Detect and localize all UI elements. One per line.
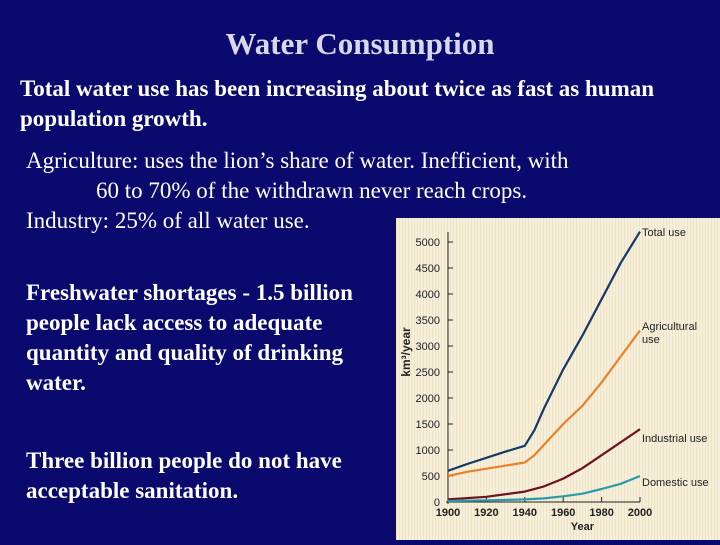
y-tick-label: 2500 (416, 367, 440, 379)
y-tick-label: 500 (422, 471, 440, 483)
y-tick-label: 5000 (416, 237, 440, 249)
industry-label: Industry: (26, 208, 110, 233)
chart-svg: 0 500 1000 1500 2000 2500 3000 3500 4000 4500 5000… (396, 218, 720, 540)
agriculture-label: Agriculture: (26, 148, 139, 173)
water-use-chart: 0 500 1000 1500 2000 2500 3000 3500 4000 4500 5000… (396, 218, 720, 540)
x-tick-label: 1900 (436, 507, 460, 519)
y-axis-label: km³/year (399, 327, 413, 377)
series-label: Domestic use (642, 477, 709, 489)
series-label: Agricultural (642, 321, 697, 333)
y-tick-label: 3000 (416, 341, 440, 353)
intro-text: Total water use has been increasing abou… (20, 76, 655, 131)
x-tick-label: 1940 (513, 507, 537, 519)
y-tick-label: 4000 (416, 289, 440, 301)
industry-text: 25% of all water use. (109, 208, 310, 233)
freshwater-text: Freshwater shortages - 1.5 billion peopl… (26, 280, 353, 395)
x-tick-label: 1920 (474, 507, 498, 519)
series-line (447, 428, 641, 501)
series-line (447, 474, 641, 503)
sanitation-text: Three billion people do not have accepta… (26, 448, 342, 503)
series-label: use (642, 334, 660, 346)
y-tick-label: 0 (434, 497, 440, 509)
agriculture-paragraph: Agriculture: uses the lion’s share of wa… (26, 146, 716, 206)
x-axis-label: Year (571, 521, 595, 533)
y-tick-label: 3500 (416, 315, 440, 327)
y-tick-label: 1000 (416, 445, 440, 457)
y-tick-label: 4500 (416, 263, 440, 275)
x-tick-label: 2000 (628, 507, 652, 519)
x-tick-label: 1980 (589, 507, 613, 519)
y-tick-label: 2000 (416, 393, 440, 405)
series-label: Industrial use (642, 433, 707, 445)
series-line (447, 329, 641, 478)
y-tick-label: 1500 (416, 419, 440, 431)
x-tick-label: 1960 (551, 507, 575, 519)
slide-title: Water Consumption (225, 26, 495, 61)
agriculture-text-2: 60 to 70% of the withdrawn never reach c… (96, 178, 528, 203)
series-label: Total use (642, 227, 686, 239)
series-line (447, 231, 641, 472)
industry-paragraph: Industry: 25% of all water use. (26, 206, 310, 236)
agriculture-text-1: uses the lion’s share of water. Ineffici… (138, 148, 569, 173)
